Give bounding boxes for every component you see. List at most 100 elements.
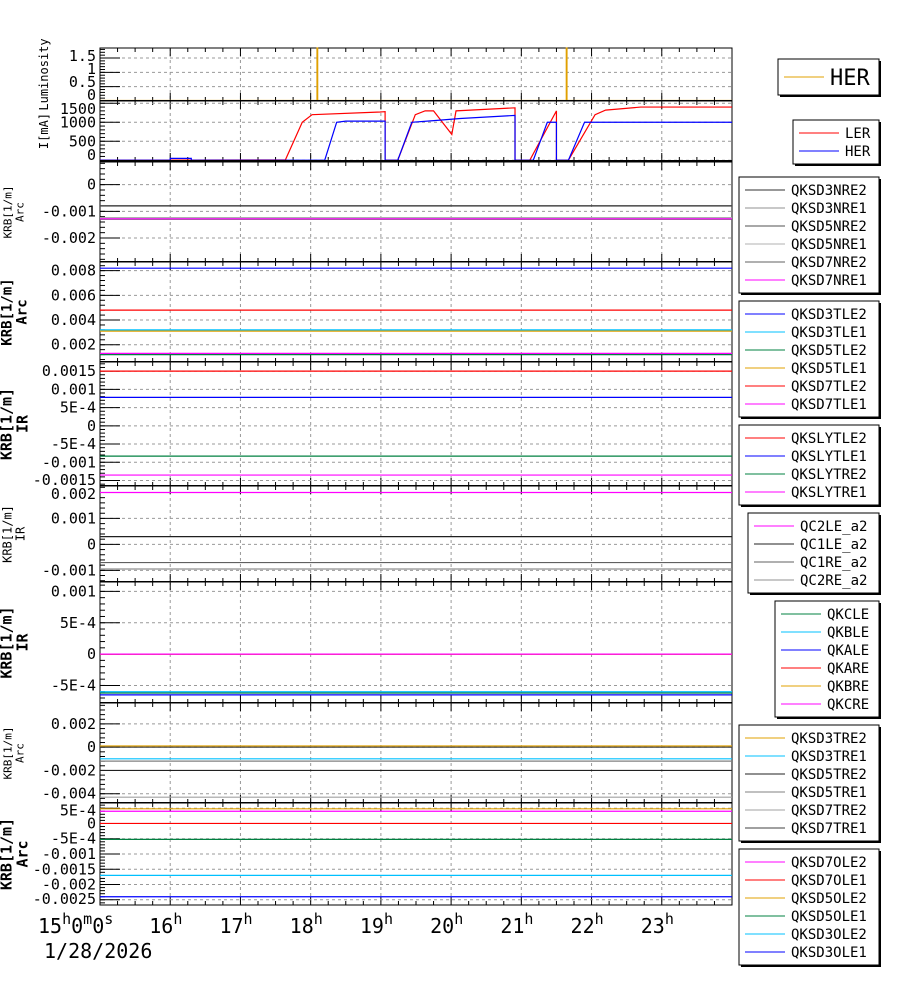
x-axis-date: 1/28/2026 xyxy=(44,939,152,963)
legend-entry: QKSD7TLE2 xyxy=(791,379,867,395)
y-axis-label: KRB[1/m] xyxy=(0,388,16,460)
x-tick-hour: 20 xyxy=(430,914,454,938)
x-tick-hour: 17 xyxy=(219,914,243,938)
x-tick-unit: h xyxy=(314,910,323,928)
x-tick-label: 22h xyxy=(571,910,604,938)
plot-frame xyxy=(99,581,733,704)
legend-entry: LER xyxy=(845,126,871,142)
legend-panel-2: LER HER xyxy=(792,119,881,166)
panel-4: 0.008 0.006 0.004 0.002 KRB[1/m] Arc QKSD3TLE2… xyxy=(0,261,881,419)
y-tick-label: 1.5 xyxy=(69,47,96,65)
legend-box xyxy=(738,848,880,966)
x-tick-label: 17h xyxy=(219,910,252,938)
y-tick-label: 0.002 xyxy=(51,485,96,503)
legend-entry: QC2RE_a2 xyxy=(800,573,867,589)
legend-entry: QKCRE xyxy=(827,697,869,713)
legend-entry: QKSD7TLE1 xyxy=(791,397,867,413)
y-tick-label: 0.002 xyxy=(51,336,96,354)
legend-entry: QKSD5OLE1 xyxy=(791,909,867,925)
x-tick-unit: h xyxy=(62,910,71,928)
legend-entry: QKSD3NRE2 xyxy=(791,183,867,199)
panel-1: 1.510.50 Luminosity HER xyxy=(37,38,881,111)
legend-entry: QKSD7TRE2 xyxy=(791,803,867,819)
x-tick-unit: h xyxy=(384,910,393,928)
plot-frame xyxy=(99,702,733,804)
x-tick-unit: h xyxy=(454,910,463,928)
y-axis-label: KRB[1/m] xyxy=(2,186,15,239)
x-tick-hour: 16 xyxy=(149,914,173,938)
y-tick-label: -0.001 xyxy=(42,202,96,220)
y-axis-label: IR xyxy=(14,633,32,652)
legend-entry: QKALE xyxy=(827,643,869,659)
x-tick-unit: m xyxy=(83,910,92,928)
y-axis-label: KRB[1/m] xyxy=(0,818,16,890)
y-tick-label: -5E-4 xyxy=(51,676,96,694)
legend-entry: QKSD7TRE1 xyxy=(791,821,867,837)
y-tick-label: 0.001 xyxy=(51,509,96,527)
legend-entry: HER xyxy=(830,66,870,91)
legend-entry: QKSD3TLE1 xyxy=(791,325,867,341)
legend-panel-1: HER xyxy=(777,58,881,97)
y-tick-label: 0.004 xyxy=(51,311,96,329)
x-tick-hour: 15 xyxy=(38,914,62,938)
y-tick-label: 0 xyxy=(87,814,96,832)
legend-entry: QKSD5NRE2 xyxy=(791,219,867,235)
legend-box xyxy=(792,119,880,165)
y-tick-label: -5E-4 xyxy=(51,435,96,453)
legend-panel-9: QKSD7OLE2 QKSD7OLE1 QKSD5OLE2 QKSD5OLE1 QKSD… xyxy=(738,848,881,967)
legend-entry: QKSD5TRE2 xyxy=(791,767,867,783)
y-tick-label: -0.001 xyxy=(42,845,96,863)
legend-box xyxy=(738,176,880,294)
legend-entry: QKSD3TRE1 xyxy=(791,749,867,765)
panel-7: 0.001 5E-4 0 -5E-4 KRB[1/m]IR QKCLE QKBLE QKALE… xyxy=(0,581,881,719)
x-tick-label: 20h xyxy=(430,910,463,938)
x-tick-label: 21h xyxy=(500,910,533,938)
x-tick-hour: 21 xyxy=(500,914,524,938)
y-tick-label: 0 xyxy=(87,86,96,104)
y-tick-label: -5E-4 xyxy=(51,830,96,848)
plot-frame xyxy=(99,161,733,263)
legend-box xyxy=(738,300,880,418)
y-tick-label: 0.006 xyxy=(51,286,96,304)
y-axis-label: Arc xyxy=(14,743,27,763)
legend-panel-7: QKCLE QKBLE QKALE QKARE QKBRE QKCRE xyxy=(774,600,881,719)
y-tick-label: -0.002 xyxy=(42,229,96,247)
legend-entry: QKSD3NRE1 xyxy=(791,201,867,217)
y-axis-label: KRB[1/m] xyxy=(1,505,15,563)
y-tick-label: 0 xyxy=(87,738,96,756)
legend-entry: QKBRE xyxy=(827,679,869,695)
legend-entry: QKSLYTRE2 xyxy=(791,467,867,483)
y-tick-label: -0.001 xyxy=(42,453,96,471)
x-tick-hour: 19 xyxy=(360,914,384,938)
y-tick-label: 5E-4 xyxy=(60,801,96,819)
plot-frame xyxy=(99,100,733,162)
y-tick-label: 0.001 xyxy=(51,582,96,600)
y-tick-label: 0.0015 xyxy=(42,362,96,380)
legend-entry: QKSLYTRE1 xyxy=(791,485,867,501)
x-tick-hour: 18 xyxy=(290,914,314,938)
plot-frame xyxy=(99,261,733,363)
legend-entry: QKBLE xyxy=(827,625,869,641)
y-axis-label: I[mA] xyxy=(37,113,51,149)
y-tick-label: 0 xyxy=(87,535,96,553)
y-tick-label: 1000 xyxy=(60,113,96,131)
x-tick-label: 23h xyxy=(641,910,674,938)
y-axis-label: Arc xyxy=(14,202,27,222)
legend-entry: QKSD7OLE1 xyxy=(791,873,867,889)
y-tick-label: 1 xyxy=(87,60,96,78)
y-tick-label: 0.002 xyxy=(51,715,96,733)
x-tick-unit: h xyxy=(524,910,533,928)
plot-frame xyxy=(99,485,733,583)
legend-panel-8: QKSD3TRE2 QKSD3TRE1 QKSD5TRE2 QKSD5TRE1 QKSD… xyxy=(738,724,881,843)
y-tick-label: 0 xyxy=(87,146,96,164)
legend-entry: QKSD5NRE1 xyxy=(791,237,867,253)
y-tick-label: -0.0025 xyxy=(33,890,96,908)
y-tick-label: -0.002 xyxy=(42,876,96,894)
x-tick-label: 18h xyxy=(290,910,323,938)
plot-frame xyxy=(99,361,733,487)
y-tick-label: 0 xyxy=(87,645,96,663)
legend-entry: QKSD5OLE2 xyxy=(791,891,867,907)
legend-panel-3: QKSD3NRE2 QKSD3NRE1 QKSD5NRE2 QKSD5NRE1 QKSD… xyxy=(738,176,881,295)
legend-entry: QKSD3TRE2 xyxy=(791,731,867,747)
